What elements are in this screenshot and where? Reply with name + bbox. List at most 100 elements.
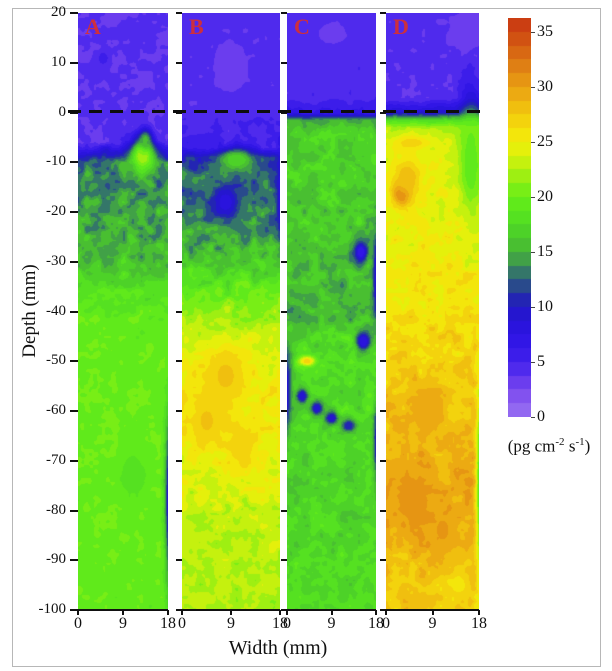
x-axis-tick-mark	[230, 610, 232, 615]
colorbar-tick-mark	[531, 361, 535, 363]
y-axis-tick-mark	[70, 410, 78, 412]
panel-y-tick-mark	[176, 12, 182, 14]
panel-y-tick-mark	[176, 211, 182, 213]
y-axis-tick-mark	[70, 211, 78, 213]
panel-label-b: B	[189, 14, 204, 39]
y-axis-tick-label: 20	[51, 4, 66, 20]
x-axis-tick-label: 0	[178, 615, 186, 632]
panel-y-tick-mark	[281, 410, 287, 412]
colorbar-tick-label: 10	[537, 297, 553, 315]
panel-y-tick-mark	[281, 360, 287, 363]
colorbar	[508, 18, 531, 417]
y-axis-tick-mark	[70, 609, 78, 611]
y-axis-tick-label: -20	[46, 203, 66, 219]
unit-mid: s	[564, 436, 576, 456]
colorbar-tick-mark	[531, 251, 535, 253]
colorbar-tick-label: 20	[537, 187, 553, 205]
y-axis-tick-mark	[70, 161, 78, 164]
colorbar-tick-label: 0	[537, 408, 545, 425]
panel-y-tick-mark	[380, 459, 386, 462]
panel-y-tick-mark	[176, 260, 182, 263]
colorbar-unit-label: (pg cm-2 s-1)	[490, 436, 608, 457]
x-axis-tick-label: 9	[327, 615, 336, 632]
contour-panel-d	[386, 13, 479, 610]
panel-y-tick-mark	[281, 211, 287, 213]
y-axis-tick-label: -80	[46, 501, 66, 518]
x-axis-tick-mark	[431, 610, 434, 615]
figure-border	[12, 8, 601, 667]
y-axis-tick-mark	[70, 61, 78, 64]
y-axis-tick-label: -100	[38, 601, 67, 617]
panel-y-tick-mark	[380, 410, 386, 412]
y-axis-tick-label: -60	[46, 402, 66, 418]
y-axis-tick-label: -40	[46, 302, 66, 319]
x-axis-tick-label: 18	[368, 615, 384, 632]
x-axis-tick-mark	[77, 610, 79, 615]
unit-sup1: -2	[555, 436, 565, 448]
colorbar-tick-mark	[531, 141, 535, 143]
y-axis-tick-mark	[70, 310, 78, 313]
panel-y-tick-mark	[281, 12, 287, 14]
y-axis-tick-label: -50	[46, 352, 66, 369]
colorbar-tick-label: 15	[537, 242, 553, 260]
x-axis-title: Width (mm)	[228, 637, 328, 659]
y-axis-tick-mark	[70, 509, 78, 512]
x-axis-tick-label: 0	[74, 615, 82, 632]
panel-label-c: C	[294, 14, 310, 39]
panel-y-tick-mark	[176, 559, 182, 562]
panel-y-tick-mark	[380, 260, 386, 263]
panel-y-tick-mark	[281, 509, 287, 512]
contour-panel-a	[78, 13, 168, 610]
colorbar-tick-label: 35	[537, 22, 553, 40]
x-axis-tick-label: 9	[428, 615, 437, 632]
panel-y-tick-mark	[380, 310, 386, 313]
panel-y-tick-mark	[380, 609, 386, 611]
panel-y-tick-mark	[176, 360, 182, 363]
colorbar-tick-label: 25	[537, 132, 553, 150]
panel-y-tick-mark	[176, 609, 182, 611]
panel-label-a: A	[85, 14, 101, 39]
x-axis-tick-label: 18	[272, 615, 288, 632]
panel-y-tick-mark	[380, 61, 386, 64]
panel-y-tick-mark	[380, 360, 386, 363]
colorbar-tick-mark	[531, 31, 535, 33]
panel-y-tick-mark	[380, 161, 386, 164]
y-axis-tick-mark	[70, 260, 78, 263]
contour-panel-b	[182, 13, 280, 610]
y-axis-tick-label: 0	[58, 103, 67, 120]
x-axis-tick-mark	[167, 610, 169, 615]
panel-y-tick-mark	[281, 260, 287, 263]
x-axis-tick-mark	[330, 610, 333, 615]
x-axis-tick-mark	[181, 610, 183, 615]
panel-y-tick-mark	[380, 12, 386, 14]
colorbar-tick-mark	[531, 417, 535, 418]
panel-y-tick-mark	[176, 310, 182, 313]
unit-post: )	[584, 436, 591, 456]
panel-y-tick-mark	[380, 211, 386, 213]
contour-panel-c	[287, 13, 376, 610]
x-axis-tick-mark	[478, 610, 480, 615]
panel-y-tick-mark	[176, 161, 182, 164]
panel-y-tick-mark	[380, 509, 386, 512]
y-axis-tick-mark	[70, 559, 78, 562]
colorbar-tick-mark	[531, 86, 535, 88]
x-axis-tick-label: 0	[382, 615, 390, 632]
panel-y-tick-mark	[281, 61, 287, 64]
panel-y-tick-mark	[281, 459, 287, 462]
y-axis-tick-label: -30	[46, 252, 66, 269]
colorbar-tick-label: 5	[537, 352, 545, 370]
colorbar-tick-label: 30	[537, 77, 553, 95]
panel-y-tick-mark	[176, 509, 182, 512]
y-axis-title: Depth (mm)	[19, 264, 40, 358]
x-axis-tick-mark	[286, 610, 288, 615]
x-axis-tick-label: 9	[227, 615, 235, 632]
x-axis-tick-mark	[385, 610, 387, 615]
panel-y-tick-mark	[281, 161, 287, 164]
unit-sup2: -1	[575, 436, 585, 448]
colorbar-tick-mark	[531, 196, 535, 198]
x-axis-tick-mark	[375, 610, 377, 615]
y-axis-tick-label: 10	[51, 53, 66, 70]
panel-y-tick-mark	[176, 61, 182, 64]
panel-y-tick-mark	[281, 609, 287, 611]
